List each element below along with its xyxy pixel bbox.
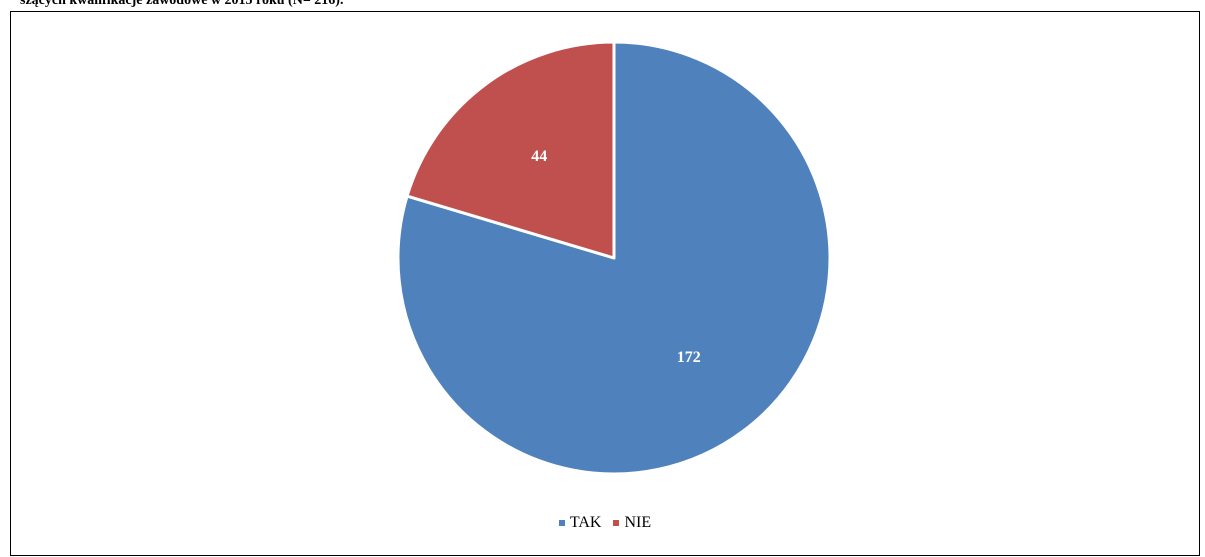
- legend-label-nie: NIE: [624, 514, 652, 531]
- pie-slice-nie: [405, 40, 616, 260]
- legend-item-nie: NIE: [613, 514, 651, 532]
- pie-chart: 172 44: [396, 40, 832, 476]
- legend-swatch-tak: [558, 520, 565, 526]
- chart-caption: szących kwalifikacje zawodowe w 2015 rok…: [20, 0, 344, 8]
- legend-swatch-nie: [613, 520, 620, 526]
- legend-label-tak: TAK: [569, 514, 602, 531]
- chart-legend: TAK NIE: [11, 514, 1199, 532]
- data-label-tak: 172: [677, 349, 701, 366]
- data-label-nie: 44: [531, 148, 547, 165]
- legend-item-tak: TAK: [558, 514, 602, 532]
- chart-area: 172 44 TAK NIE: [10, 11, 1200, 556]
